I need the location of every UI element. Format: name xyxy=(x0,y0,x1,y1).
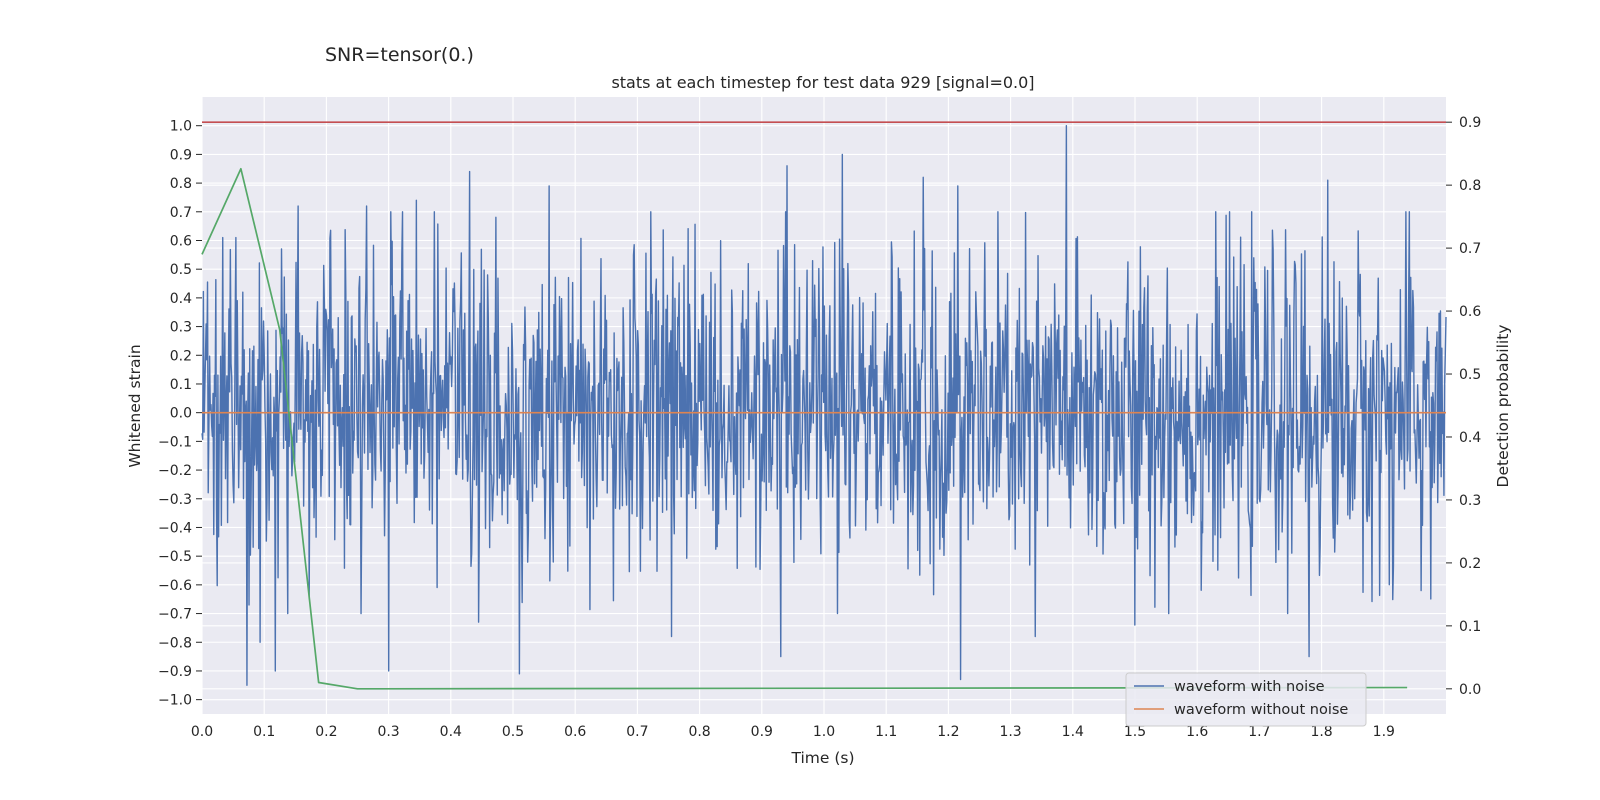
y-tick-label: 0.4 xyxy=(170,291,192,307)
y-tick-label: −0.2 xyxy=(158,463,192,479)
y-tick-label: 0.2 xyxy=(170,348,192,364)
y-tick-label: 0.1 xyxy=(170,377,192,393)
legend: waveform with noise waveform without noi… xyxy=(1125,672,1367,727)
y-tick-label: −1.0 xyxy=(158,693,192,709)
legend-label-clean: waveform without noise xyxy=(1174,702,1348,718)
y-axis-label-right: Detection probability xyxy=(1494,325,1512,488)
ticks: 0.0 0.1 0.2 0.3 0.4 0.5 0.6 0.7 0.8 0.9 1.0 1.1 1.2 1… xyxy=(158,115,1481,740)
x-tick-label: 1.5 xyxy=(1124,724,1146,740)
y-tick-label: −0.5 xyxy=(158,549,192,565)
y-tick-label: −0.4 xyxy=(158,520,192,536)
y-tick-label: 0.3 xyxy=(170,320,192,336)
x-tick-label: 0.1 xyxy=(253,724,275,740)
x-tick-label: 0.6 xyxy=(564,724,586,740)
y-tick-label: 0.9 xyxy=(170,147,192,163)
y-tick-label: 0.8 xyxy=(170,176,192,192)
x-tick-label: 0.5 xyxy=(502,724,524,740)
y-tick-label-right: 0.8 xyxy=(1459,178,1481,194)
y-tick-label: −0.6 xyxy=(158,578,192,594)
x-tick-label: 0.8 xyxy=(688,724,710,740)
x-tick-label: 0.0 xyxy=(191,724,213,740)
x-tick-label: 0.2 xyxy=(315,724,337,740)
y-tick-label-right: 0.3 xyxy=(1459,493,1481,509)
series-layer xyxy=(201,121,1447,690)
y-tick-label-right: 0.6 xyxy=(1459,304,1481,320)
series-detection-probability xyxy=(201,167,1408,690)
y-tick-label: −0.1 xyxy=(158,434,192,450)
x-tick-label: 0.4 xyxy=(440,724,462,740)
x-tick-label: 0.7 xyxy=(626,724,648,740)
y-tick-label: 1.0 xyxy=(170,119,192,135)
x-tick-label: 1.9 xyxy=(1373,724,1395,740)
y-tick-label: 0.0 xyxy=(170,406,192,422)
series-waveform-with-noise xyxy=(201,125,1447,686)
x-tick-label: 1.6 xyxy=(1186,724,1208,740)
suptitle: SNR=tensor(0.) xyxy=(325,44,474,66)
x-tick-label: 1.7 xyxy=(1248,724,1270,740)
y-tick-label-right: 0.5 xyxy=(1459,367,1481,383)
y-tick-label: 0.5 xyxy=(170,262,192,278)
y-tick-label-right: 0.4 xyxy=(1459,430,1481,446)
y-tick-label-right: 0.7 xyxy=(1459,241,1481,257)
x-tick-label: 0.3 xyxy=(377,724,399,740)
y-tick-label-right: 0.2 xyxy=(1459,556,1481,572)
y-axis-label: Whitened strain xyxy=(126,344,144,467)
y-tick-label: −0.3 xyxy=(158,492,192,508)
y-tick-label-right: 0.9 xyxy=(1459,115,1481,131)
x-tick-label: 1.1 xyxy=(875,724,897,740)
y-tick-label-right: 0.1 xyxy=(1459,619,1481,635)
y-tick-label: 0.6 xyxy=(170,233,192,249)
x-tick-label: 1.3 xyxy=(999,724,1021,740)
x-tick-label: 1.8 xyxy=(1310,724,1332,740)
legend-frame xyxy=(1125,672,1367,727)
y-tick-label: −0.9 xyxy=(158,664,192,680)
x-tick-label: 1.2 xyxy=(937,724,959,740)
chart-title: stats at each timestep for test data 929… xyxy=(611,73,1034,92)
y-tick-label: 0.7 xyxy=(170,205,192,221)
x-tick-label: 1.4 xyxy=(1062,724,1084,740)
x-tick-label: 1.0 xyxy=(813,724,835,740)
y-tick-label: −0.8 xyxy=(158,635,192,651)
y-tick-label-right: 0.0 xyxy=(1459,682,1481,698)
legend-label-noise: waveform with noise xyxy=(1174,679,1325,695)
y-tick-label: −0.7 xyxy=(158,607,192,623)
x-tick-label: 0.9 xyxy=(751,724,773,740)
x-axis-label: Time (s) xyxy=(790,749,854,767)
